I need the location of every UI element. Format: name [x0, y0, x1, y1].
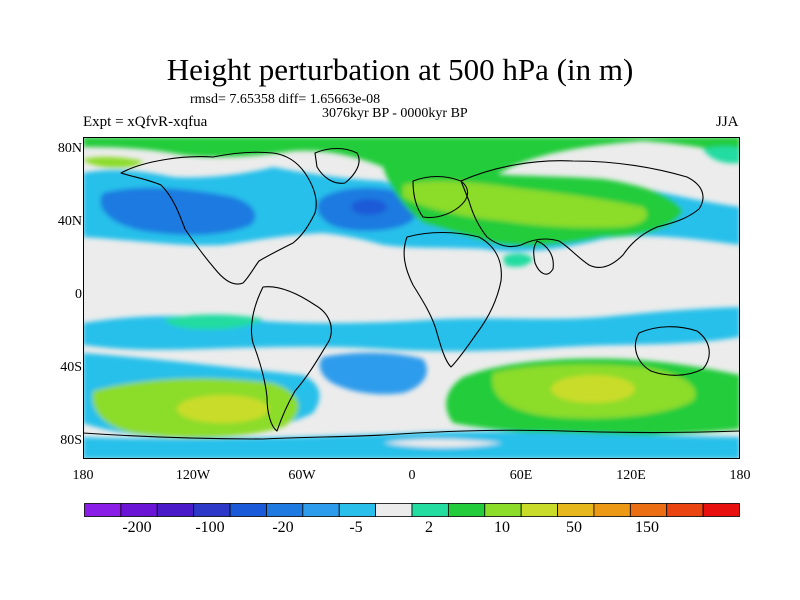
coast-north-america: [120, 151, 317, 285]
legend-swatch: [520, 503, 558, 517]
legend-swatch: [411, 503, 449, 517]
y-tick-label: 80S: [60, 433, 82, 448]
legend-label: -200: [122, 519, 152, 536]
legend-swatch: [375, 503, 413, 517]
legend-swatch: [629, 503, 668, 517]
field-cell-eurasia-lime: [403, 181, 647, 228]
legend-label: 150: [635, 519, 659, 536]
field-cell-africa-green: [503, 253, 533, 267]
field-core-north-atlantic: [351, 199, 387, 215]
legend-swatch: [338, 503, 377, 517]
field-band-antarctic-grey: [383, 439, 503, 448]
legend-swatch: [229, 503, 267, 517]
field-band-tropical-south: [83, 307, 740, 352]
legend-swatch: [302, 503, 340, 517]
legend-swatch: [557, 503, 595, 517]
coast-greenland: [314, 147, 360, 184]
height-perturbation-map: [83, 137, 740, 459]
legend-label: -20: [272, 519, 294, 536]
x-tick-label: 120W: [175, 468, 211, 483]
legend-swatch: [666, 503, 704, 517]
field-core-south-indian: [551, 375, 635, 403]
x-tick-label: 0: [408, 468, 416, 483]
color-legend-bar: [84, 503, 740, 517]
period-label: 3076kyr BP - 0000kyr BP: [322, 106, 468, 121]
legend-swatch: [702, 503, 740, 517]
y-tick-label: 80N: [57, 141, 82, 156]
stats-line: rmsd= 7.65358 diff= 1.65663e-08: [190, 92, 381, 107]
field-cell-arctic-lime: [83, 156, 143, 168]
y-tick-label: 40S: [60, 360, 82, 375]
map-frame: [83, 137, 740, 459]
legend-swatch: [120, 503, 158, 517]
x-tick-label: 120E: [616, 468, 646, 483]
legend-label: 50: [566, 519, 582, 536]
y-tick-label: 40N: [57, 214, 82, 229]
coast-africa: [403, 232, 502, 368]
field-cell-south-atlantic-blue: [319, 352, 427, 395]
coastlines: [83, 147, 740, 440]
field-cell-tropical-green: [165, 314, 263, 330]
x-tick-label: 180: [729, 468, 751, 483]
field-core-south-pacific: [177, 395, 269, 423]
experiment-label: Expt = xQfvR-xqfua: [83, 114, 208, 130]
legend-swatch: [193, 503, 231, 517]
y-tick-label: 0: [75, 287, 82, 302]
legend-label: -5: [349, 519, 363, 536]
coast-australia: [634, 326, 710, 376]
x-tick-label: 180: [72, 468, 94, 483]
x-tick-label: 60W: [288, 468, 316, 483]
season-label: JJA: [716, 114, 739, 130]
coast-india: [533, 240, 554, 275]
coast-south-america: [250, 286, 332, 432]
legend-label: 2: [425, 519, 433, 536]
legend-swatch: [84, 503, 122, 517]
legend-swatch: [484, 503, 522, 517]
coast-europe: [412, 175, 469, 219]
legend-swatch: [156, 503, 195, 517]
coast-asia: [460, 160, 704, 268]
legend-swatch: [593, 503, 631, 517]
coast-antarctica: [83, 429, 740, 440]
legend-label: -100: [195, 519, 225, 536]
legend-label: 10: [494, 519, 510, 536]
x-tick-label: 60E: [509, 468, 533, 483]
field-cell-east-pacific-green: [703, 146, 740, 164]
field-band-north-arctic: [83, 137, 740, 189]
map-title: Height perturbation at 500 hPa (in m): [166, 52, 634, 87]
legend-swatch: [447, 503, 486, 517]
legend-swatch: [266, 503, 304, 517]
